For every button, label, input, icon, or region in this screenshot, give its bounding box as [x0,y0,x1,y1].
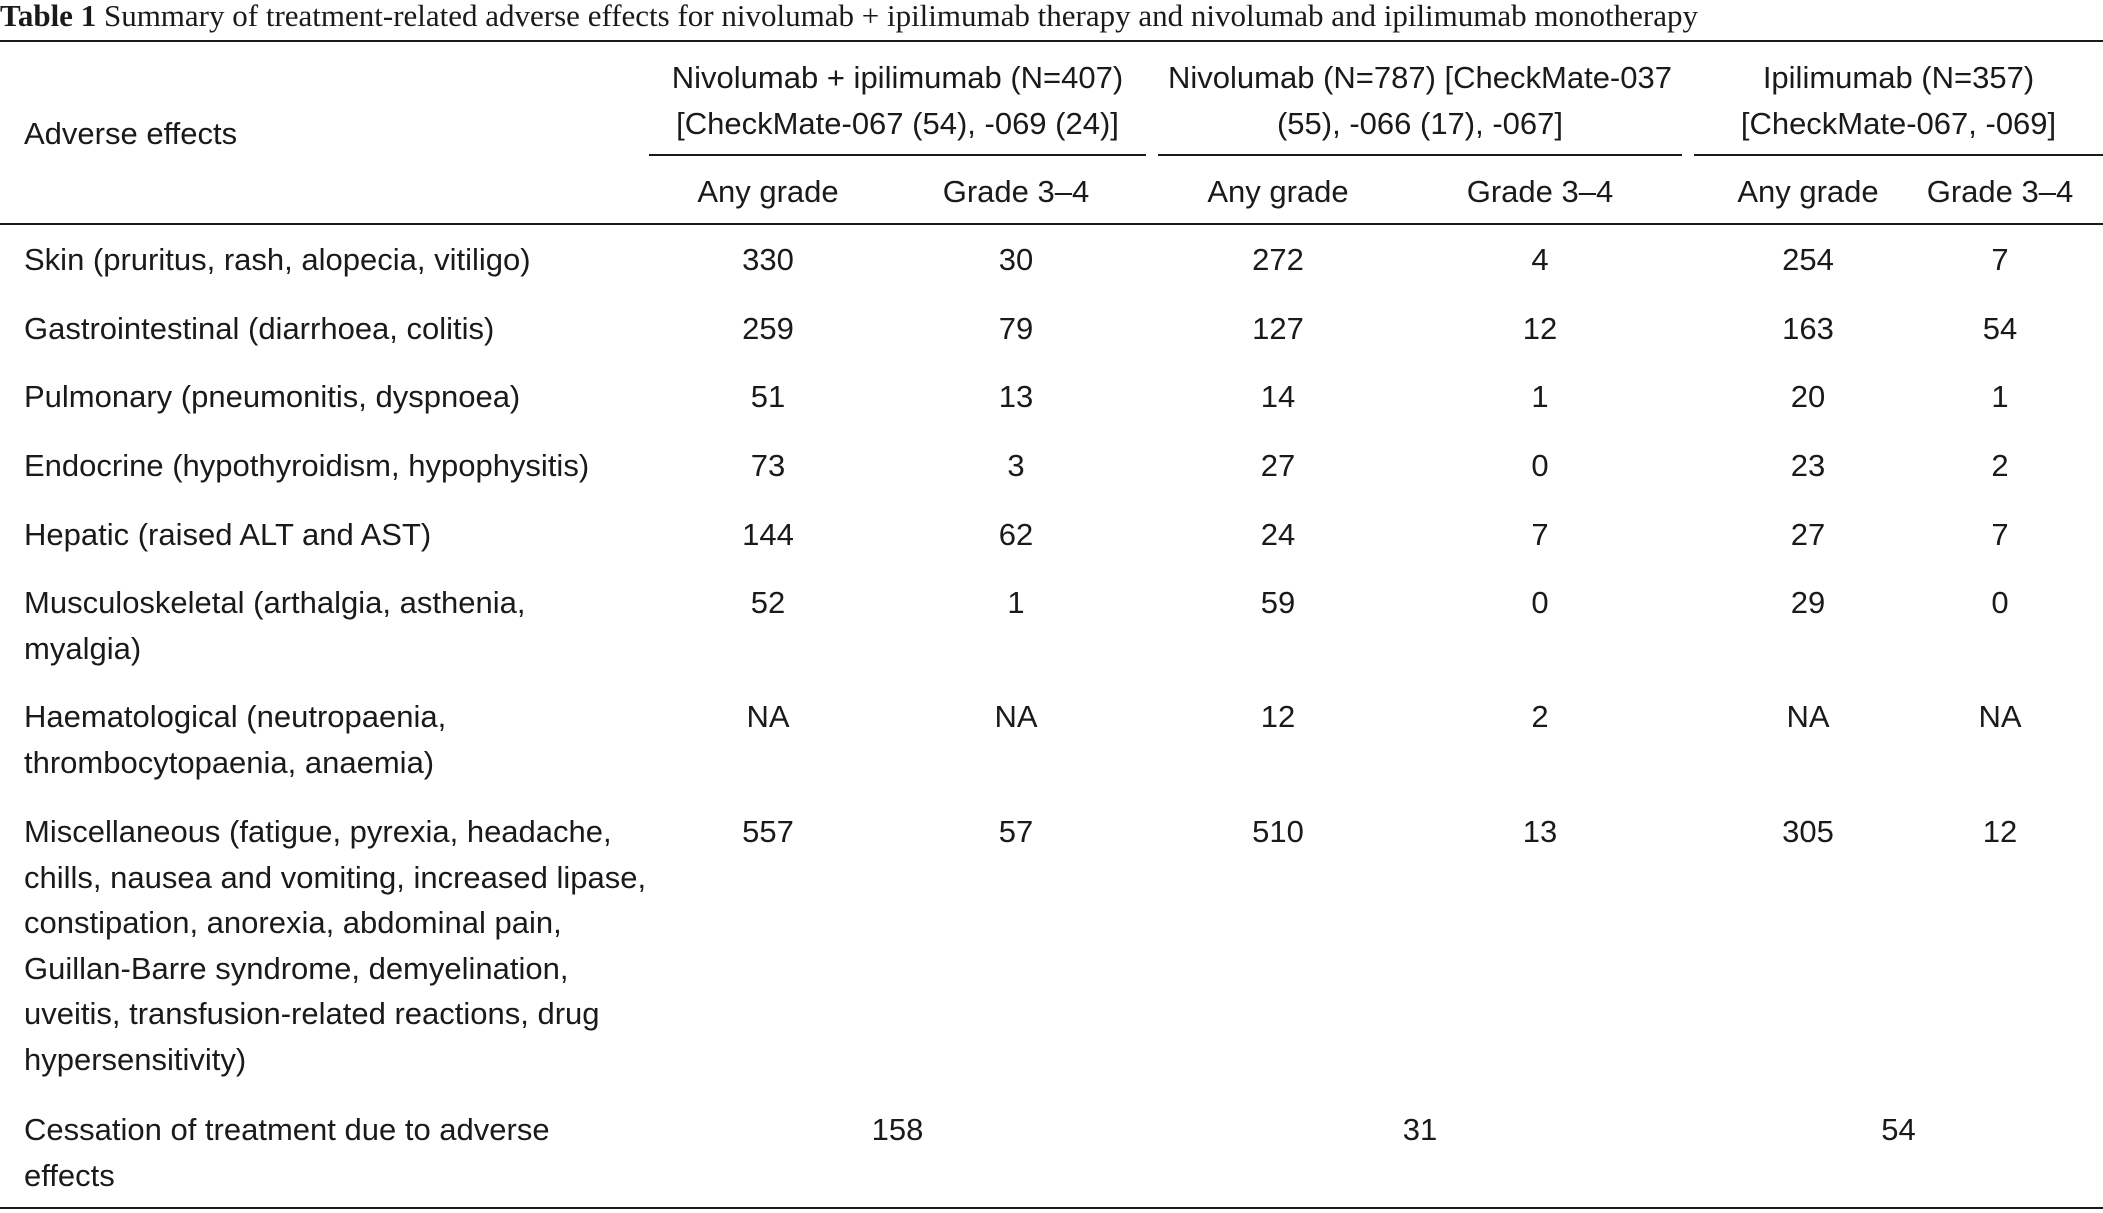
table-cell: 12 [1522,311,1558,346]
table-row-label: Miscellaneous (fatigue, pyrexia, headach… [24,814,647,1077]
table-number: Table 1 [0,0,97,33]
table-cell: 305 [1782,814,1834,849]
table-cell: 7 [1991,242,2009,277]
group-underline-1 [649,154,1146,156]
header-rule [0,223,2103,225]
table-row-label: Gastrointestinal (diarrhoea, colitis) [24,311,495,346]
group-header-ipilimumab: Ipilimumab (N=357) [CheckMate-067, -069] [1694,55,2103,146]
table-cell: 259 [742,311,794,346]
table-cell: NA [994,699,1038,734]
group-header-combination: Nivolumab + ipilimumab (N=407) [CheckMat… [649,55,1146,146]
table-cell: 57 [998,814,1034,849]
subheader-cell: Any grade [697,174,839,209]
subheader-cell: Grade 3–4 [1466,174,1614,209]
bottom-rule [0,1207,2103,1209]
table-cell: 1 [1991,379,2009,414]
subheader-cell: Grade 3–4 [942,174,1090,209]
table-cell: 254 [1782,242,1834,277]
subheader-cell: Grade 3–4 [1926,174,2074,209]
table-title: Summary of treatment-related adverse eff… [103,0,1698,33]
row-header-label: Adverse effects [24,116,238,151]
table-cell: NA [1978,699,2022,734]
table-cell: 330 [742,242,794,277]
table-cell: 23 [1790,448,1826,483]
table-cell: 510 [1252,814,1304,849]
cessation-value-nivolumab: 31 [1402,1112,1438,1147]
table-cell: 3 [1007,448,1025,483]
group-header-combination-line1: Nivolumab + ipilimumab (N=407) [671,60,1124,95]
table-caption: Table 1 Summary of treatment-related adv… [0,0,2103,40]
cessation-value-ipilimumab: 54 [1881,1112,1916,1147]
table-row-label: Musculoskeletal (arthalgia, asthenia, my… [24,585,526,666]
table-cell: 24 [1260,517,1296,552]
table-row-label: Endocrine (hypothyroidism, hypophysitis) [24,448,590,483]
table-cell: 0 [1531,448,1549,483]
table-cell: 163 [1782,311,1834,346]
table-cell: 27 [1790,517,1826,552]
group-header-nivolumab-line1: Nivolumab (N=787) [CheckMate-037 [1168,60,1672,95]
table-cell: 0 [1991,585,2009,620]
table-cell: NA [1786,699,1830,734]
table-cell: 52 [750,585,786,620]
table-cell: 144 [742,517,794,552]
table-cell: 27 [1260,448,1296,483]
table-cell: 79 [998,311,1034,346]
table-cell: 7 [1991,517,2009,552]
group-underline-3 [1694,154,2103,156]
table-cell: 1 [1007,585,1025,620]
table-cell: 272 [1252,242,1304,277]
table-cell: NA [746,699,790,734]
top-rule [0,40,2103,42]
table-cell: 51 [750,379,786,414]
table-cell: 7 [1531,517,1549,552]
table-cell: 29 [1790,585,1826,620]
table-row-label: Pulmonary (pneumonitis, dyspnoea) [24,379,521,414]
table-row-label: Skin (pruritus, rash, alopecia, vitiligo… [24,242,531,277]
group-header-ipilimumab-line1: Ipilimumab (N=357) [1762,60,2035,95]
table-cell: 13 [1522,814,1558,849]
group-header-ipilimumab-line2: [CheckMate-067, -069] [1740,105,2057,141]
table-cell: 59 [1260,585,1296,620]
table-cell: 2 [1991,448,2009,483]
table-cell: 73 [750,448,786,483]
subheader-cell: Any grade [1207,174,1349,209]
group-header-nivolumab-line2: (55), -066 (17), -067] [1276,105,1564,141]
table-cell: 13 [998,379,1034,414]
cessation-value-combination: 158 [871,1112,924,1147]
table-cell: 30 [998,242,1034,277]
cessation-label: Cessation of treatment due to adverse ef… [24,1112,550,1193]
table-cell: 14 [1260,379,1296,414]
table-cell: 20 [1790,379,1826,414]
table-cell: 12 [1982,814,2018,849]
table-cell: 0 [1531,585,1549,620]
table-cell: 62 [998,517,1034,552]
table-row-label: Hepatic (raised ALT and AST) [24,517,432,552]
subheader-cell: Any grade [1737,174,1879,209]
group-underline-2 [1158,154,1682,156]
group-header-combination-line2: [CheckMate-067 (54), -069 (24)] [676,105,1119,141]
table-cell: 54 [1982,311,2018,346]
table-row-label: Haematological (neutropaenia, thrombocyt… [24,699,447,780]
group-header-nivolumab: Nivolumab (N=787) [CheckMate-037 (55), -… [1158,55,1682,146]
table-cell: 127 [1252,311,1304,346]
table-cell: 4 [1531,242,1549,277]
table-cell: 2 [1531,699,1549,734]
table-cell: 12 [1260,699,1296,734]
table-cell: 1 [1531,379,1549,414]
table-cell: 557 [742,814,794,849]
